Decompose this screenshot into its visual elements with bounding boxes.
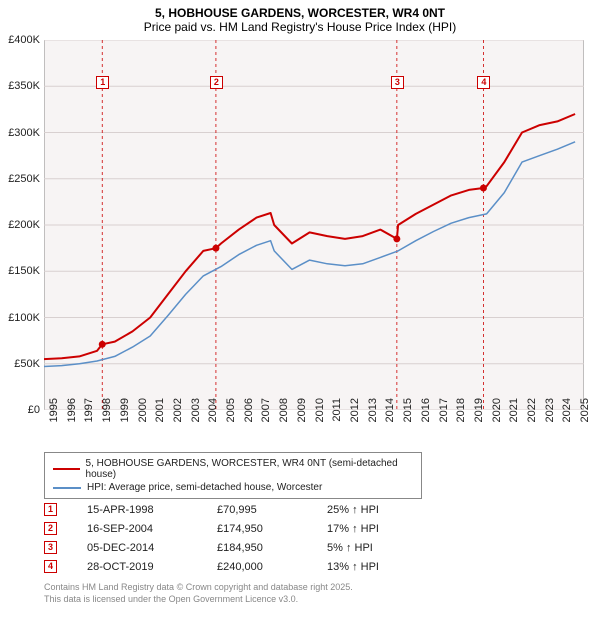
chart-title: 5, HOBHOUSE GARDENS, WORCESTER, WR4 0NT — [0, 0, 600, 20]
footer-line-1: Contains HM Land Registry data © Crown c… — [44, 582, 353, 594]
x-axis-label: 2022 — [526, 398, 538, 436]
event-marker-4: 4 — [477, 76, 490, 89]
event-marker-3: 3 — [391, 76, 404, 89]
y-axis-label: £400K — [2, 34, 40, 46]
event-delta: 5% ↑ HPI — [327, 542, 373, 554]
event-date: 28-OCT-2019 — [87, 561, 217, 573]
y-axis-label: £200K — [2, 219, 40, 231]
x-axis-label: 2025 — [579, 398, 591, 436]
x-axis-label: 2013 — [367, 398, 379, 436]
event-date: 16-SEP-2004 — [87, 523, 217, 535]
legend-swatch — [53, 487, 81, 489]
chart-subtitle: Price paid vs. HM Land Registry's House … — [0, 20, 600, 38]
event-row: 3 05-DEC-2014£184,9505% ↑ HPI — [44, 538, 584, 557]
x-axis-label: 2012 — [349, 398, 361, 436]
x-axis-label: 2006 — [243, 398, 255, 436]
x-axis-label: 2003 — [190, 398, 202, 436]
event-price: £240,000 — [217, 561, 327, 573]
event-price: £70,995 — [217, 504, 327, 516]
legend: 5, HOBHOUSE GARDENS, WORCESTER, WR4 0NT … — [44, 452, 422, 499]
x-axis-label: 2004 — [207, 398, 219, 436]
x-axis-label: 1997 — [83, 398, 95, 436]
event-price: £174,950 — [217, 523, 327, 535]
x-axis-label: 2005 — [225, 398, 237, 436]
event-num: 1 — [44, 503, 57, 516]
event-price: £184,950 — [217, 542, 327, 554]
y-axis-label: £0 — [2, 404, 40, 416]
event-marker-2: 2 — [210, 76, 223, 89]
y-axis-label: £50K — [2, 358, 40, 370]
event-row: 1 15-APR-1998£70,99525% ↑ HPI — [44, 500, 584, 519]
y-axis-label: £250K — [2, 173, 40, 185]
event-date: 05-DEC-2014 — [87, 542, 217, 554]
x-axis-label: 2009 — [296, 398, 308, 436]
legend-row: HPI: Average price, semi-detached house,… — [53, 481, 413, 494]
chart-svg — [44, 40, 584, 410]
x-axis-label: 2000 — [137, 398, 149, 436]
x-axis-label: 2021 — [508, 398, 520, 436]
x-axis-label: 2010 — [314, 398, 326, 436]
x-axis-label: 2023 — [544, 398, 556, 436]
y-axis-label: £100K — [2, 312, 40, 324]
event-num: 4 — [44, 560, 57, 573]
x-axis-label: 2019 — [473, 398, 485, 436]
x-axis-label: 2024 — [561, 398, 573, 436]
event-num: 2 — [44, 522, 57, 535]
x-axis-label: 1998 — [101, 398, 113, 436]
y-axis-label: £300K — [2, 127, 40, 139]
x-axis-label: 1996 — [66, 398, 78, 436]
event-date: 15-APR-1998 — [87, 504, 217, 516]
event-delta: 17% ↑ HPI — [327, 523, 379, 535]
x-axis-label: 1995 — [48, 398, 60, 436]
event-delta: 25% ↑ HPI — [327, 504, 379, 516]
footer-line-2: This data is licensed under the Open Gov… — [44, 594, 353, 606]
x-axis-label: 2007 — [260, 398, 272, 436]
x-axis-label: 1999 — [119, 398, 131, 436]
x-axis-label: 2018 — [455, 398, 467, 436]
legend-label: 5, HOBHOUSE GARDENS, WORCESTER, WR4 0NT … — [86, 458, 413, 480]
legend-swatch — [53, 468, 80, 470]
y-axis-label: £350K — [2, 80, 40, 92]
x-axis-label: 2011 — [331, 398, 343, 436]
event-row: 2 16-SEP-2004£174,95017% ↑ HPI — [44, 519, 584, 538]
y-axis-label: £150K — [2, 265, 40, 277]
footer-attribution: Contains HM Land Registry data © Crown c… — [44, 582, 353, 605]
x-axis-label: 2020 — [491, 398, 503, 436]
x-axis-label: 2001 — [154, 398, 166, 436]
event-num: 3 — [44, 541, 57, 554]
events-table: 1 15-APR-1998£70,99525% ↑ HPI 2 16-SEP-2004… — [44, 500, 584, 576]
event-marker-1: 1 — [96, 76, 109, 89]
x-axis-label: 2015 — [402, 398, 414, 436]
legend-label: HPI: Average price, semi-detached house,… — [87, 482, 322, 493]
x-axis-label: 2014 — [384, 398, 396, 436]
x-axis-label: 2002 — [172, 398, 184, 436]
chart-area: £0£50K£100K£150K£200K£250K£300K£350K£400… — [44, 40, 584, 410]
legend-row: 5, HOBHOUSE GARDENS, WORCESTER, WR4 0NT … — [53, 457, 413, 481]
event-delta: 13% ↑ HPI — [327, 561, 379, 573]
x-axis-label: 2017 — [438, 398, 450, 436]
chart-container: 5, HOBHOUSE GARDENS, WORCESTER, WR4 0NT … — [0, 0, 600, 620]
x-axis-label: 2016 — [420, 398, 432, 436]
event-row: 4 28-OCT-2019£240,00013% ↑ HPI — [44, 557, 584, 576]
x-axis-label: 2008 — [278, 398, 290, 436]
